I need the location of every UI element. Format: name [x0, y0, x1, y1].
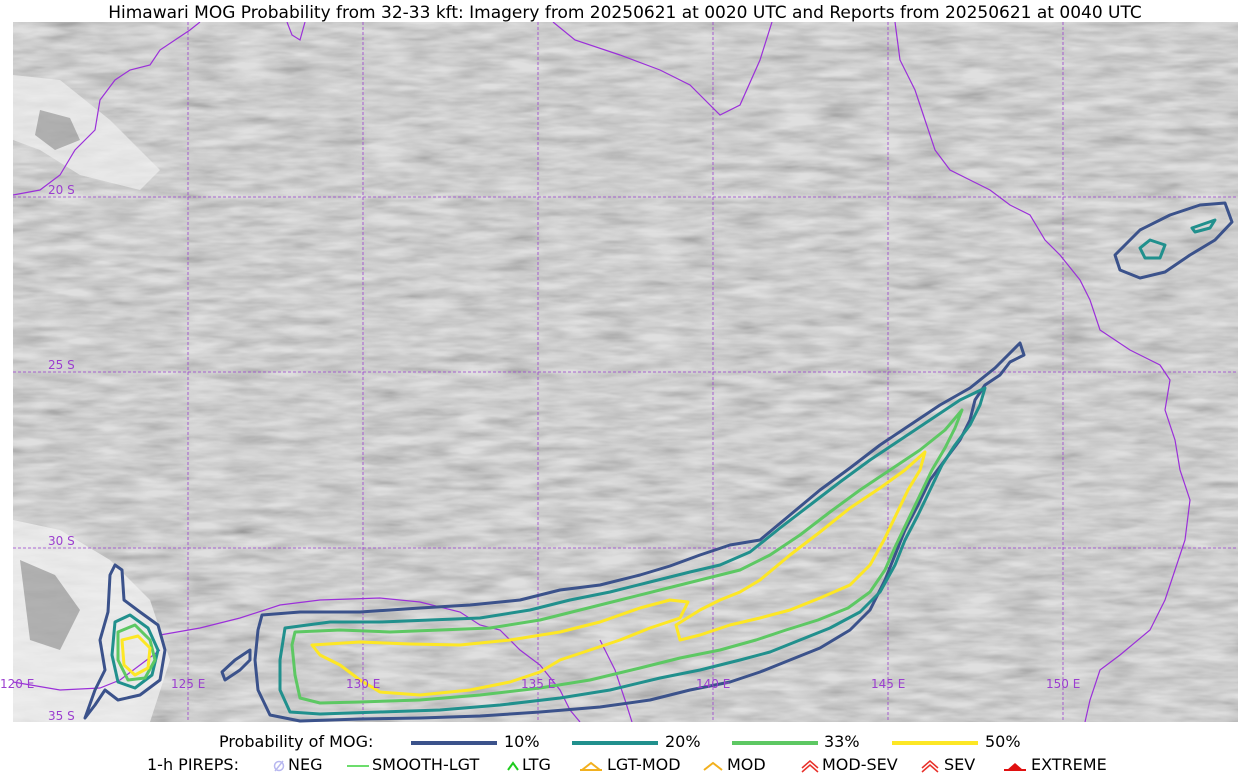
pirep-label-mod-sev: MOD-SEV — [822, 755, 898, 774]
lon-label-135e: 135 E — [521, 677, 555, 691]
pirep-label-smooth-lgt: SMOOTH-LGT — [372, 755, 480, 774]
mog-probability-contours — [83, 201, 1234, 723]
smooth-lgt-line-icon — [347, 765, 369, 767]
lat-label-35s: 35 S — [48, 709, 75, 723]
lon-label-125e: 125 E — [171, 677, 205, 691]
swatch-20-percent — [572, 741, 658, 745]
lat-label-20s: 20 S — [48, 183, 75, 197]
contour-10-percent-west — [83, 563, 167, 720]
contour-50-percent — [674, 450, 927, 642]
lgt-mod-icon — [580, 761, 602, 771]
pirep-legend: 1-h PIREPS: NEG SMOOTH-LGT LTG LGT-MOD M… — [0, 755, 1250, 777]
swatch-33-percent — [732, 741, 818, 745]
swatch-50-percent — [892, 741, 978, 745]
probability-legend: Probability of MOG: 10% 20% 33% 50% — [0, 732, 1250, 754]
pirep-label-sev: SEV — [944, 755, 976, 774]
longitude-labels: 120 E 125 E 130 E 135 E 140 E 145 E 150 … — [0, 677, 1080, 691]
sev-icon — [921, 760, 939, 773]
pirep-legend-title: 1-h PIREPS: — [147, 755, 239, 774]
contour-20-percent — [278, 386, 987, 716]
graticule — [13, 22, 1238, 722]
contour-10-percent — [253, 341, 1026, 723]
pirep-label-extreme: EXTREME — [1031, 755, 1107, 774]
lon-label-140e: 140 E — [696, 677, 730, 691]
lon-label-130e: 130 E — [346, 677, 380, 691]
contour-10-percent-east — [1113, 201, 1234, 280]
pirep-label-neg: NEG — [288, 755, 323, 774]
lon-label-120e: 120 E — [0, 677, 34, 691]
map-panel: 20 S 25 S 30 S 35 S 120 E 125 E 130 E 13… — [0, 22, 1238, 723]
contour-33-percent — [290, 408, 964, 705]
swatch-10-percent — [411, 741, 497, 745]
contour-20-percent-east — [1138, 238, 1167, 260]
legend-label-33-percent: 33% — [824, 732, 860, 751]
lat-label-25s: 25 S — [48, 358, 75, 372]
legend-label-10-percent: 10% — [504, 732, 540, 751]
lat-label-30s: 30 S — [48, 534, 75, 548]
figure-title: Himawari MOG Probability from 32-33 kft:… — [108, 3, 1142, 23]
lon-label-150e: 150 E — [1046, 677, 1080, 691]
neg-icon — [273, 760, 285, 772]
extreme-icon — [1004, 763, 1026, 771]
pirep-label-ltg: LTG — [522, 755, 551, 774]
probability-legend-title: Probability of MOG: — [219, 732, 374, 751]
ltg-chevron-icon — [507, 761, 519, 771]
mod-chevron-icon — [703, 761, 723, 771]
legend-label-50-percent: 50% — [985, 732, 1021, 751]
coastlines — [13, 22, 1191, 722]
mod-sev-icon — [801, 760, 819, 773]
pirep-label-lgt-mod: LGT-MOD — [607, 755, 681, 774]
lon-label-145e: 145 E — [871, 677, 905, 691]
legend-label-20-percent: 20% — [665, 732, 701, 751]
latitude-labels: 20 S 25 S 30 S 35 S — [48, 183, 75, 723]
pirep-label-mod: MOD — [727, 755, 766, 774]
